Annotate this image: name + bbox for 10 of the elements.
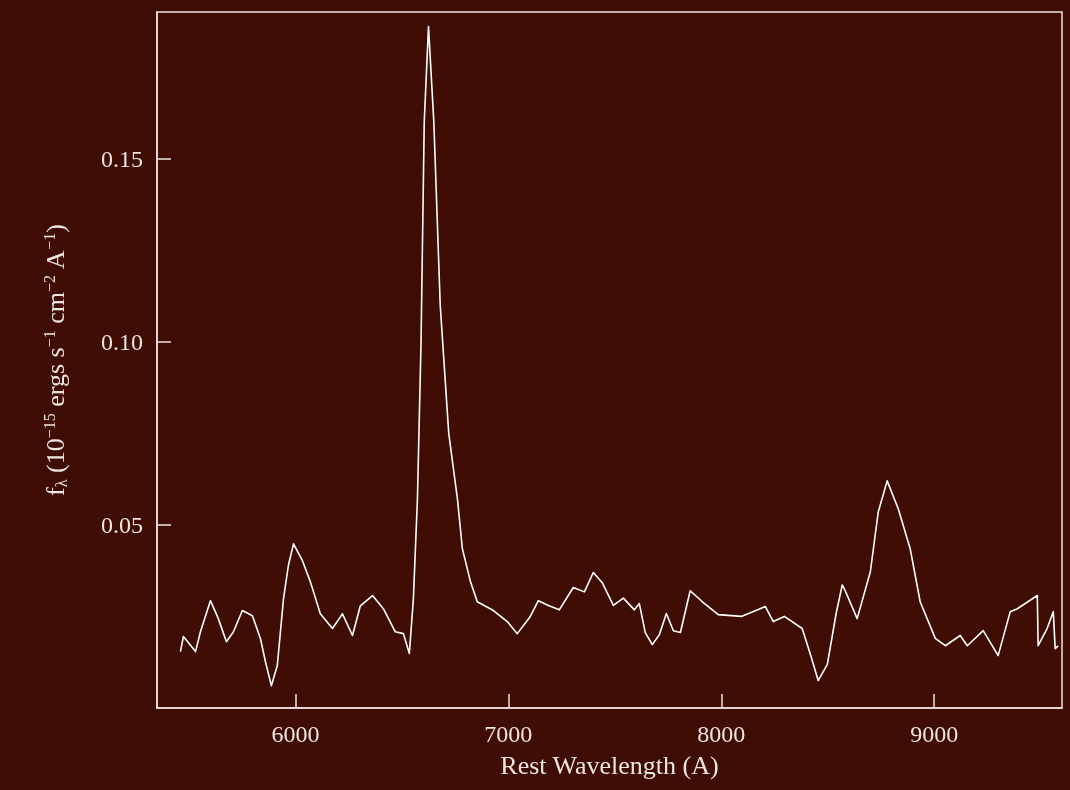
x-tick-label: 9000 <box>910 721 959 747</box>
x-tick-label: 8000 <box>697 721 746 747</box>
x-tick-label: 6000 <box>271 721 320 747</box>
x-tick-label: 7000 <box>484 721 533 747</box>
y-tick-label: 0.10 <box>101 328 143 355</box>
y-tick-label: 0.15 <box>101 145 143 172</box>
x-axis-title: Rest Wavelength (A) <box>500 750 719 780</box>
text: fλ (10−15 ergs s−1 cm−2 A−1) <box>40 224 70 496</box>
y-tick-label: 0.05 <box>101 511 143 538</box>
line-series <box>179 25 1059 687</box>
